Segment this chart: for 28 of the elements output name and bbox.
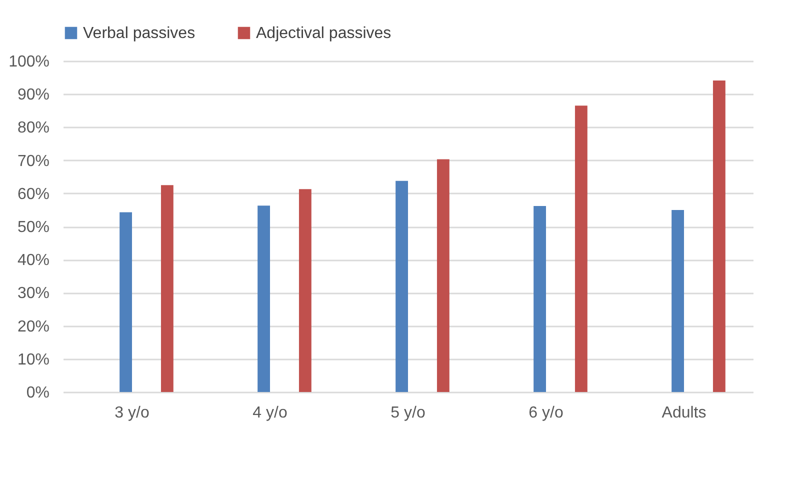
legend-label: Verbal passives <box>83 25 196 42</box>
bar <box>534 206 546 392</box>
bar <box>160 185 174 392</box>
bar <box>298 189 312 392</box>
y-tick-label: 90% <box>17 86 50 104</box>
y-tick-label: 0% <box>26 384 50 402</box>
x-tick-label: 4 y/o <box>252 404 288 422</box>
x-tick-label: 5 y/o <box>390 404 426 422</box>
y-tick-label: 100% <box>8 54 50 70</box>
x-tick-label: 3 y/o <box>114 404 150 422</box>
x-tick-label: 6 y/o <box>528 404 564 422</box>
bar <box>258 206 270 392</box>
bar <box>436 159 450 392</box>
y-tick-label: 40% <box>17 252 50 270</box>
y-tick-label: 80% <box>17 120 50 137</box>
bar <box>396 180 408 392</box>
bar <box>712 80 726 392</box>
y-tick-label: 50% <box>17 219 50 236</box>
y-tick-label: 70% <box>17 152 50 170</box>
y-tick-label: 10% <box>17 351 50 368</box>
bar <box>574 106 588 392</box>
bar <box>672 210 684 392</box>
y-tick-label: 20% <box>17 318 50 336</box>
bar <box>120 212 132 392</box>
y-tick-label: 60% <box>17 186 50 203</box>
legend-label: Adjectival passives <box>256 25 392 42</box>
x-tick-label: Adults <box>662 404 706 422</box>
y-tick-label: 30% <box>17 285 50 302</box>
